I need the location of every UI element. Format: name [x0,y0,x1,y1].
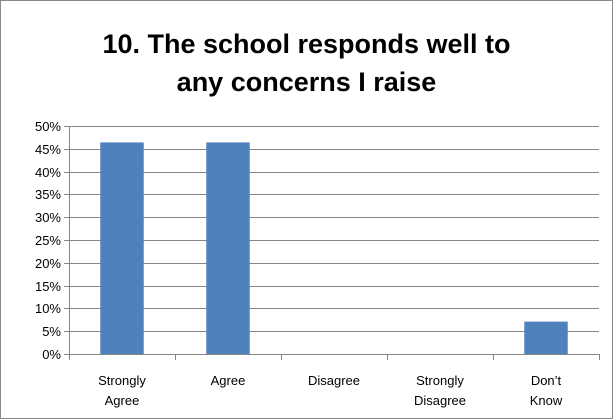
x-category-label: Strongly Disagree [414,373,466,408]
y-tick-labels: 0% 5% 10% 15% 20% 25% 30% 35% 40% 45% 50% [35,119,61,362]
y-tick-label: 30% [35,210,61,225]
axes [64,126,600,360]
y-tick-label: 50% [35,119,61,134]
x-category-label: Disagree [308,373,360,388]
x-category-labels: Strongly Agree Agree Disagree Strongly Disagr… [98,373,563,408]
y-tick-label: 40% [35,165,61,180]
y-tick-label: 5% [42,324,61,339]
x-category-label: Don’t Know [530,373,563,408]
chart-title: 10. The school responds well to any conc… [102,29,511,97]
bar [524,321,568,354]
y-tick-label: 35% [35,187,61,202]
y-tick-label: 25% [35,233,61,248]
x-category-label: Strongly Agree [98,373,146,408]
y-tick-label: 15% [35,279,61,294]
bar [206,142,250,354]
y-tick-label: 0% [42,347,61,362]
x-category-label: Agree [211,373,246,388]
y-tick-label: 10% [35,301,61,316]
bar [100,142,144,354]
y-tick-label: 45% [35,142,61,157]
bars [100,142,568,354]
y-tick-label: 20% [35,256,61,271]
gridlines [69,126,599,332]
